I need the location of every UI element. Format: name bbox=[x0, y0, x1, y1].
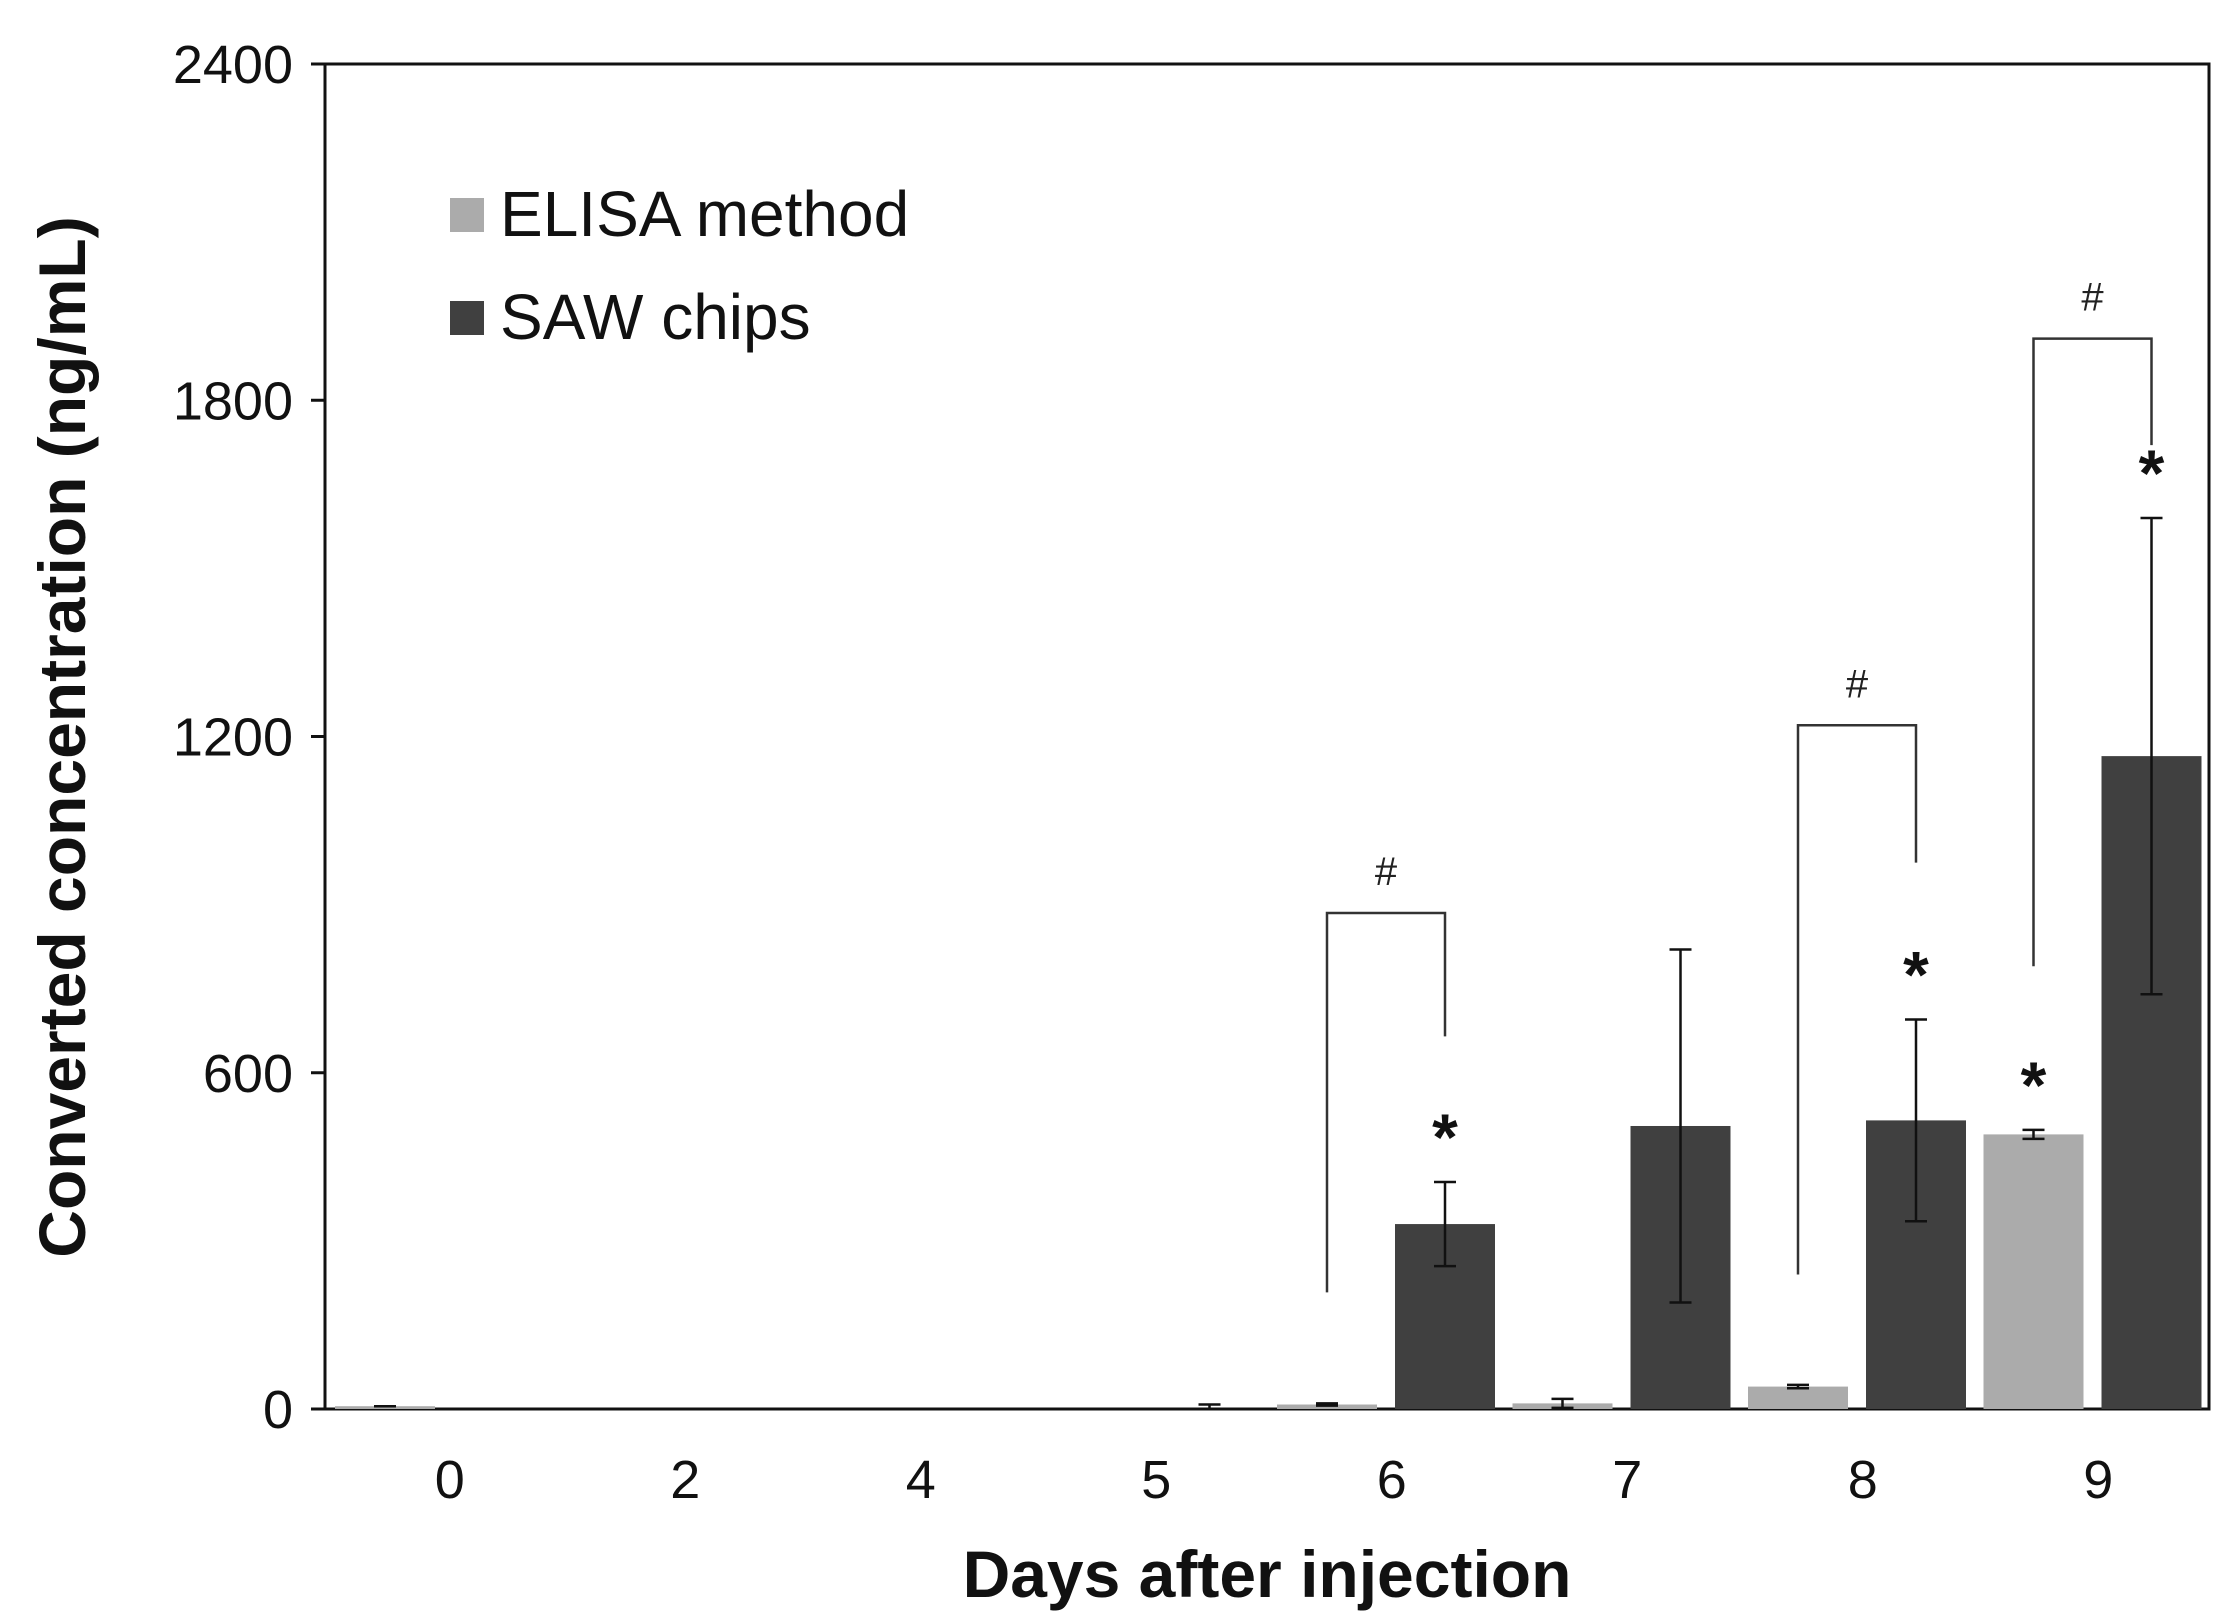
y-tick-label: 0 bbox=[263, 1380, 293, 1440]
y-axis-title: Converted concentration (ng/mL) bbox=[25, 216, 99, 1257]
legend-label-elisa: ELISA method bbox=[500, 178, 909, 250]
x-axis: 0 2 4 5 6 7 8 9 bbox=[435, 1450, 2114, 1510]
x-tick-label: 7 bbox=[1612, 1450, 1642, 1510]
x-tick-label: 8 bbox=[1848, 1450, 1878, 1510]
legend-swatch-elisa bbox=[450, 198, 484, 232]
x-tick-label: 4 bbox=[906, 1450, 936, 1510]
y-tick-label: 600 bbox=[203, 1044, 293, 1104]
significance-hash: # bbox=[2081, 276, 2104, 320]
significance-bracket bbox=[1325, 911, 1447, 1293]
significance-bracket bbox=[1796, 724, 1918, 1275]
y-axis: 0 600 1200 1800 2400 bbox=[173, 35, 325, 1440]
significance-star: * bbox=[1432, 1100, 1458, 1174]
significance-hash: # bbox=[1846, 662, 1869, 706]
x-axis-title: Days after injection bbox=[963, 1537, 1572, 1611]
error-bars-layer bbox=[374, 516, 2163, 1411]
y-tick-label: 2400 bbox=[173, 35, 293, 95]
x-tick-label: 9 bbox=[2083, 1450, 2113, 1510]
y-tick-label: 1200 bbox=[173, 708, 293, 768]
legend-swatch-saw bbox=[450, 301, 484, 335]
x-tick-label: 5 bbox=[1141, 1450, 1171, 1510]
significance-star: * bbox=[2021, 1048, 2047, 1122]
x-tick-label: 6 bbox=[1377, 1450, 1407, 1510]
significance-star: * bbox=[2139, 436, 2165, 510]
x-tick-label: 0 bbox=[435, 1450, 465, 1510]
y-tick-label: 1800 bbox=[173, 371, 293, 431]
legend-label-saw: SAW chips bbox=[500, 281, 811, 353]
bar-elisa-day-9 bbox=[1983, 1134, 2084, 1409]
bar-elisa-day-8 bbox=[1748, 1386, 1848, 1409]
annotations-layer: * * * * # # # bbox=[1325, 276, 2165, 1293]
bar-elisa-day-0 bbox=[335, 1406, 435, 1409]
significance-hash: # bbox=[1375, 850, 1398, 894]
significance-star: * bbox=[1903, 938, 1929, 1012]
x-tick-label: 2 bbox=[670, 1450, 700, 1510]
legend: ELISA method SAW chips bbox=[450, 178, 909, 353]
significance-bracket bbox=[2032, 337, 2153, 967]
